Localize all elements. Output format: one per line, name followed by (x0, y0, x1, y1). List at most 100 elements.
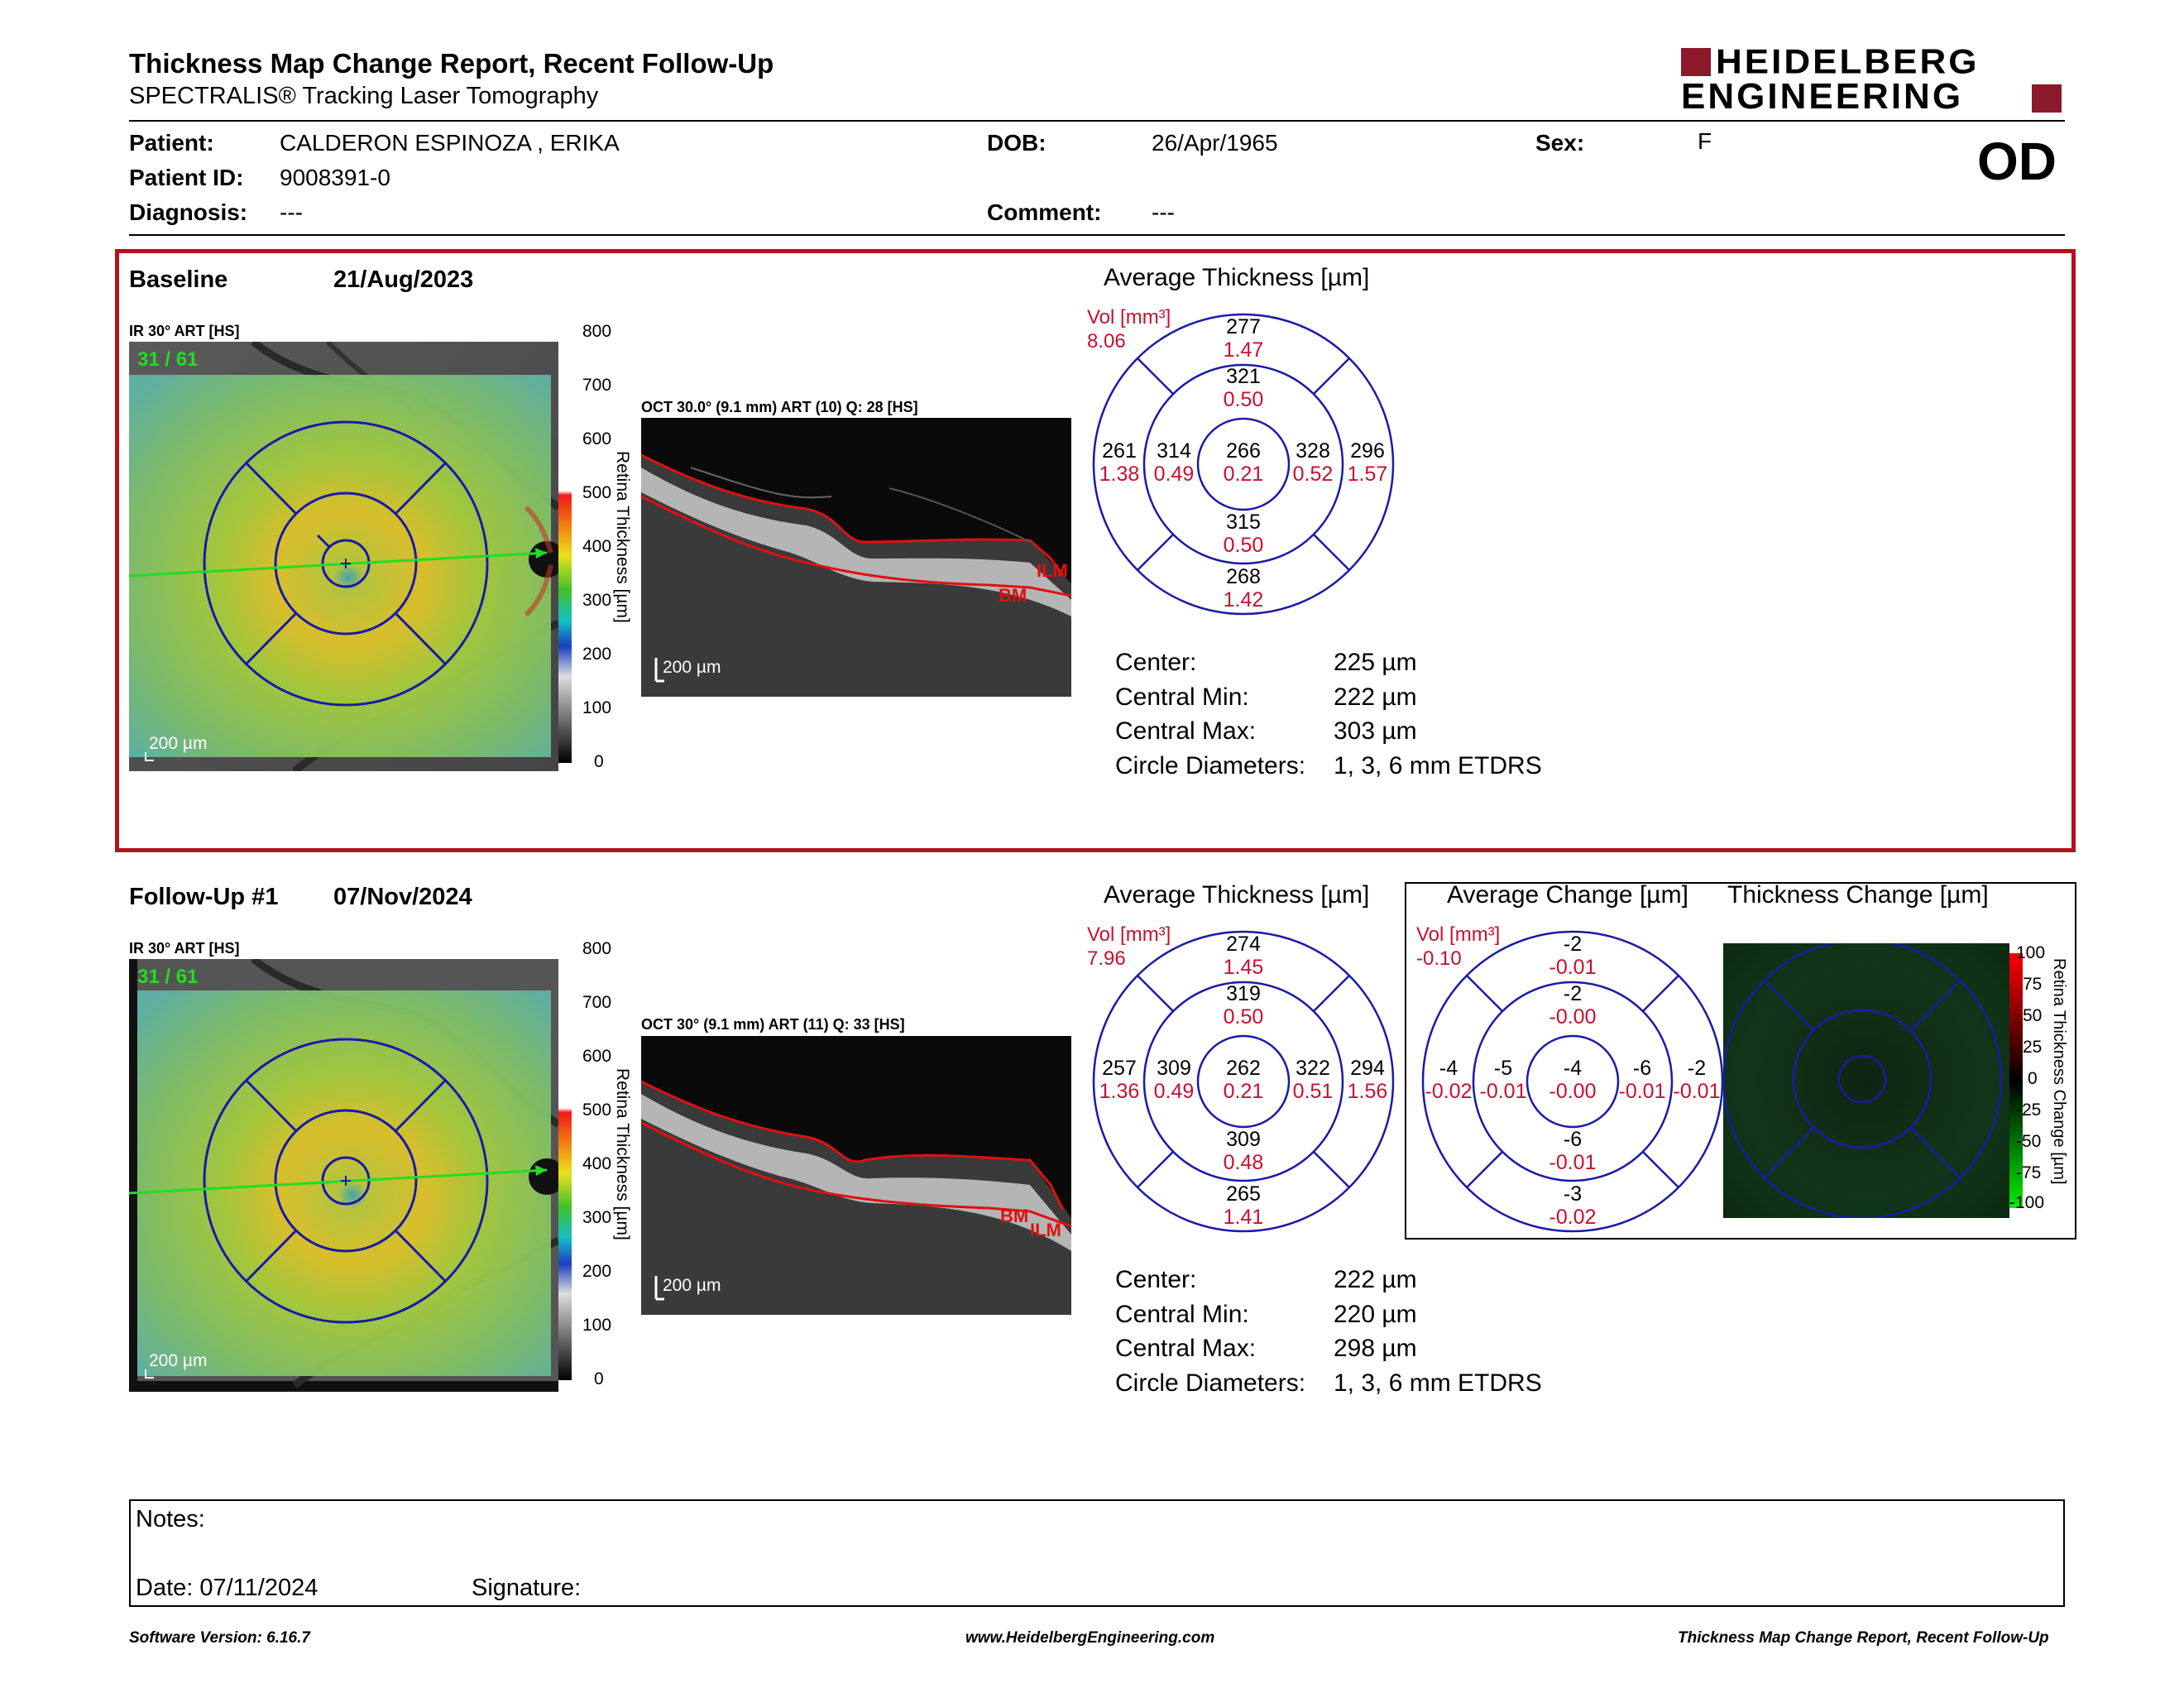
oct-scale-label: 200 µm (663, 1276, 721, 1295)
sector-thickness-outer-right: 294 (1350, 1057, 1385, 1080)
logo-line-1: HEIDELBERG (1716, 42, 1980, 81)
etdrs-grid (1092, 313, 1395, 616)
colorbar-tick: 300 (582, 1208, 612, 1227)
ir-image-label: IR 30° ART [HS] (129, 323, 240, 339)
sector-volume-outer-top: 1.47 (1223, 338, 1264, 362)
oct-tag-ilm: ILM (1037, 560, 1068, 581)
center-value: 225 µm (1334, 649, 1417, 676)
sector-volume-inner-bottom: -0.01 (1549, 1151, 1597, 1174)
sector-thickness-center: -4 (1563, 1057, 1583, 1080)
oct-bscan: BM ILM 200 µm (641, 1036, 1071, 1315)
sector-volume-inner-left: 0.49 (1153, 463, 1195, 486)
notes-label: Notes: (136, 1506, 205, 1532)
ir-thickness-map: 31 / 61 200 µm (128, 338, 565, 774)
sector-volume-inner-left: -0.01 (1479, 1080, 1527, 1103)
comment-label: Comment: (987, 199, 1102, 225)
dob-label: DOB: (987, 130, 1046, 156)
central-min-label: Central Min: (1115, 683, 1249, 711)
thickness-change-title: Thickness Change [µm] (1727, 881, 1989, 909)
sector-volume-inner-left: 0.49 (1153, 1080, 1195, 1103)
patient-name: CALDERON ESPINOZA , ERIKA (280, 130, 620, 156)
vol-label: Vol [mm³] (1087, 306, 1171, 328)
colorbar-tick: 100 (582, 1316, 612, 1335)
colorbar-tick: 0 (2028, 1069, 2038, 1088)
vol-total: 7.96 (1087, 947, 1126, 970)
sector-thickness-inner-right: 322 (1296, 1057, 1330, 1080)
ir-counter: 31 / 61 (137, 966, 199, 988)
sector-thickness-outer-bottom: 268 (1226, 565, 1261, 588)
sector-thickness-inner-top: -2 (1563, 982, 1583, 1005)
colorbar-tick: -25 (2016, 1101, 2042, 1120)
followup-label: Follow-Up #1 (129, 884, 279, 910)
sector-thickness-inner-left: -5 (1493, 1057, 1513, 1080)
sex-value: F (1698, 128, 1712, 154)
center-label: Center: (1115, 649, 1197, 676)
colorbar-tick: 500 (582, 483, 612, 502)
sector-thickness-outer-bottom: 265 (1226, 1182, 1261, 1206)
circle-diam-label: Circle Diameters: (1115, 1369, 1306, 1397)
website-link[interactable]: www.HeidelbergEngineering.com (965, 1629, 1215, 1647)
notes-box (129, 1499, 2065, 1607)
vol-label: Vol [mm³] (1416, 923, 1501, 946)
avg-thickness-title: Average Thickness [µm] (1104, 881, 1370, 909)
avg-thickness-title: Average Thickness [µm] (1104, 264, 1370, 291)
thickness-colorbar (558, 331, 575, 763)
sector-thickness-outer-right: -2 (1687, 1057, 1707, 1080)
colorbar-tick: 100 (582, 698, 612, 717)
sector-thickness-inner-bottom: -6 (1563, 1128, 1583, 1151)
report-subtitle: SPECTRALIS® Tracking Laser Tomography (129, 83, 599, 109)
colorbar-tick: 0 (594, 1369, 604, 1388)
circle-diam-value: 1, 3, 6 mm ETDRS (1334, 1369, 1542, 1397)
divider (129, 120, 2065, 122)
software-version: Software Version: 6.16.7 (129, 1629, 310, 1647)
central-max-value: 298 µm (1334, 1335, 1417, 1362)
sector-thickness-outer-right: 296 (1350, 439, 1385, 463)
vol-total: -0.10 (1416, 947, 1462, 970)
sector-volume-outer-left: -0.02 (1425, 1080, 1473, 1103)
ir-counter: 31 / 61 (137, 348, 199, 371)
baseline-date: 21/Aug/2023 (333, 266, 474, 293)
ir-scale-label: 200 µm (149, 734, 208, 753)
central-min-value: 220 µm (1334, 1301, 1417, 1328)
dob-value: 26/Apr/1965 (1152, 130, 1278, 156)
patient-label: Patient: (129, 130, 214, 156)
central-min-value: 222 µm (1334, 683, 1417, 711)
colorbar-tick: 800 (582, 939, 612, 958)
colorbar-tick: -100 (2009, 1193, 2045, 1212)
oct-label: OCT 30° (9.1 mm) ART (11) Q: 33 [HS] (641, 1016, 905, 1033)
sector-volume-inner-top: -0.00 (1549, 1005, 1597, 1029)
sector-volume-outer-right: 1.56 (1347, 1080, 1388, 1103)
colorbar-title: Retina Thickness [µm] (613, 1068, 632, 1240)
central-max-label: Central Max: (1115, 717, 1257, 745)
colorbar-tick: 600 (582, 1047, 612, 1066)
etdrs-grid (1421, 930, 1724, 1233)
sector-thickness-center: 262 (1226, 1057, 1261, 1080)
oct-bscan: ILM BM 200 µm (641, 418, 1071, 697)
sector-volume-outer-right: 1.57 (1347, 463, 1388, 486)
sector-volume-inner-right: 0.51 (1292, 1080, 1334, 1103)
sector-volume-outer-right: -0.01 (1673, 1080, 1721, 1103)
oct-label: OCT 30.0° (9.1 mm) ART (10) Q: 28 [HS] (641, 399, 918, 415)
colorbar-tick: 400 (582, 1154, 612, 1173)
sector-volume-inner-bottom: 0.50 (1223, 534, 1264, 557)
report-title: Thickness Map Change Report, Recent Foll… (129, 48, 774, 79)
oct-tag-bm: BM (1000, 1206, 1029, 1226)
colorbar-tick: -75 (2016, 1163, 2042, 1182)
sector-volume-outer-bottom: -0.02 (1549, 1206, 1597, 1229)
center-value: 222 µm (1334, 1266, 1417, 1293)
colorbar-tick: 400 (582, 537, 612, 556)
colorbar-tick: 0 (594, 752, 604, 771)
footer-report-name: Thickness Map Change Report, Recent Foll… (1678, 1629, 2049, 1647)
sector-volume-outer-bottom: 1.42 (1223, 588, 1264, 611)
colorbar-tick: 200 (582, 1262, 612, 1281)
thickness-colorbar (558, 948, 575, 1380)
ir-scale-label: 200 µm (149, 1351, 208, 1370)
notes-date: Date: 07/11/2024 (136, 1575, 318, 1601)
sector-volume-outer-left: 1.36 (1099, 1080, 1140, 1103)
ir-thickness-map: 31 / 61 200 µm (128, 956, 565, 1392)
circle-diam-value: 1, 3, 6 mm ETDRS (1334, 752, 1542, 779)
sector-volume-outer-left: 1.38 (1099, 463, 1140, 486)
sector-thickness-center: 266 (1226, 439, 1261, 463)
diagnosis-value: --- (280, 199, 303, 225)
sector-thickness-outer-left: -4 (1439, 1057, 1458, 1080)
